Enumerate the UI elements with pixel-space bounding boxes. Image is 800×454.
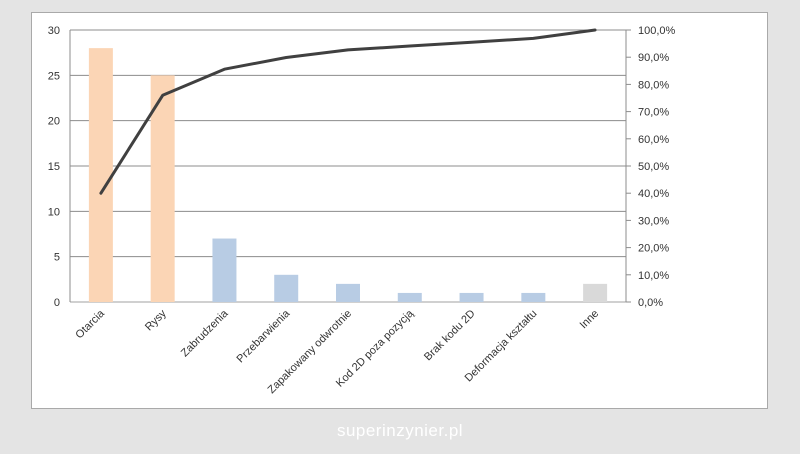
bar	[336, 283, 360, 302]
y2-tick-label: 40,0%	[638, 188, 669, 200]
bar	[521, 292, 546, 302]
bar	[150, 75, 175, 302]
bar	[274, 274, 299, 302]
watermark-text: superinzynier.pl	[336, 421, 464, 440]
y2-tick-label: 90,0%	[638, 52, 669, 64]
y2-tick-label: 80,0%	[638, 79, 669, 91]
pareto-chart: 0 5 10 15 20 25 30 0,0% 10,0% 20,0% 30,0% 40,0% 50,0…	[48, 25, 676, 396]
bar	[212, 238, 237, 302]
x-tick-label: Zabrudzenia	[179, 307, 231, 359]
y-tick-label: 5	[54, 252, 60, 264]
y-tick-label: 10	[48, 206, 60, 218]
x-tick-label: Otarcia	[73, 307, 107, 341]
chart-frame: 0 5 10 15 20 25 30 0,0% 10,0% 20,0% 30,0% 40,0% 50,0…	[31, 12, 768, 409]
y2-tick-label: 0,0%	[638, 297, 663, 309]
x-tick-label: Inne	[578, 308, 602, 332]
y2-tick-label: 100,0%	[638, 25, 676, 37]
y2-tick-label: 50,0%	[638, 161, 669, 173]
y-tick-label: 15	[48, 161, 60, 173]
x-tick-label: Brak kodu 2D	[422, 308, 478, 364]
y2-tick-label: 10,0%	[638, 270, 669, 282]
bar	[583, 283, 608, 302]
y2-tick-label: 30,0%	[638, 215, 669, 227]
bar	[88, 48, 113, 303]
y2-tick-label: 70,0%	[638, 107, 669, 119]
bar	[397, 292, 422, 302]
y-tick-label: 30	[48, 25, 60, 37]
y2-tick-label: 20,0%	[638, 243, 669, 255]
y-tick-label: 25	[48, 70, 60, 82]
x-tick-label: Rysy	[143, 307, 169, 333]
bar	[459, 292, 484, 302]
x-tick-label: Przebarwienia	[235, 307, 293, 365]
y-tick-label: 0	[54, 297, 60, 309]
cumulative-line	[99, 28, 597, 195]
y2-tick-label: 60,0%	[638, 134, 669, 146]
y-tick-label: 20	[48, 116, 60, 128]
